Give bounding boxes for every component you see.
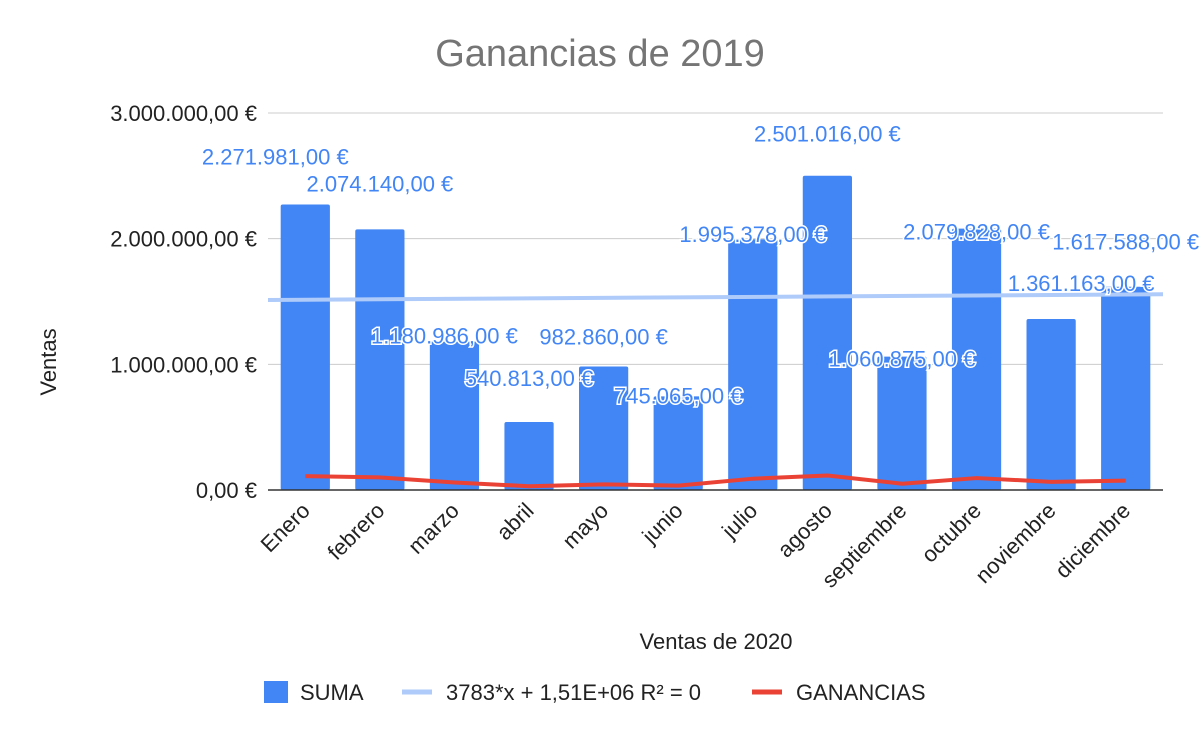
bar-agosto — [802, 175, 852, 490]
data-label-abril: 540.813,00 € — [465, 366, 593, 391]
legend-label-trendline: 3783*x + 1,51E+06 R² = 0 — [446, 680, 701, 705]
data-label-diciembre: 1.617.588,00 € — [1052, 230, 1199, 255]
bar-diciembre — [1101, 286, 1151, 490]
y-tick-label: 0,00 € — [196, 478, 257, 503]
bar-mayo — [579, 366, 629, 490]
bar-septiembre — [877, 356, 927, 490]
data-label-octubre: 2.079.828,00 € — [903, 220, 1050, 245]
y-tick-label: 3.000.000,00 € — [110, 101, 257, 126]
trendline — [267, 292, 1164, 303]
data-label-marzo: 1.180.986,00 € — [371, 324, 518, 349]
legend: SUMA 3783*x + 1,51E+06 R² = 0 GANANCIAS — [264, 680, 926, 705]
data-label-mayo: 982.860,00 € — [539, 324, 667, 349]
trendline-series — [267, 292, 1164, 303]
x-tick-label: octubre — [917, 498, 987, 568]
x-tick-label: marzo — [403, 498, 464, 559]
x-tick-label: junio — [636, 498, 687, 549]
legend-label-suma: SUMA — [300, 680, 364, 705]
data-label-agosto: 2.501.016,00 € — [754, 122, 901, 147]
ganancias-line — [305, 473, 1126, 489]
gridlines — [268, 112, 1163, 365]
bar-marzo — [429, 341, 480, 490]
bar-junio — [653, 396, 703, 490]
y-axis-title: Ventas — [36, 328, 61, 395]
legend-label-ganancias: GANANCIAS — [796, 680, 926, 705]
y-axis-ticks: 0,00 € 1.000.000,00 € 2.000.000,00 € 3.000.… — [110, 101, 257, 503]
y-tick-label: 1.000.000,00 € — [110, 352, 257, 377]
y-tick-label: 2.000.000,00 € — [110, 227, 257, 252]
bar-noviembre — [1026, 318, 1076, 490]
bar-febrero — [355, 229, 405, 491]
x-tick-label: mayo — [557, 498, 613, 554]
x-tick-label: agosto — [773, 498, 837, 562]
bar-abril — [504, 422, 554, 490]
x-tick-label: Enero — [256, 498, 315, 557]
data-label-febrero: 2.074.140,00 € — [306, 171, 453, 196]
x-tick-label: abril — [491, 498, 538, 545]
x-tick-label: noviembre — [970, 498, 1060, 588]
data-label-julio: 1.995.378,00 € — [679, 222, 826, 247]
x-axis-title: Ventas de 2020 — [640, 629, 793, 654]
x-tick-label: febrero — [322, 498, 389, 565]
data-label-junio: 745.065,00 € — [614, 383, 742, 408]
x-axis-ticks: Enero febrero marzo abril mayo junio julio agos… — [256, 498, 1136, 593]
data-labels: 2.271.981,00 €2.074.140,00 € 1.180.986,00… — [200, 120, 1200, 410]
ganancias-series — [305, 473, 1126, 489]
data-label-noviembre: 1.361.163,00 € — [1008, 271, 1155, 296]
bar-julio — [728, 239, 778, 490]
chart-title: Ganancias de 2019 — [435, 33, 765, 75]
legend-swatch-suma — [264, 681, 288, 703]
data-label-enero: 2.271.981,00 € — [202, 144, 349, 169]
x-tick-label: julio — [716, 498, 762, 544]
data-label-septiembre: 1.060.875,00 € — [829, 347, 976, 372]
x-tick-label: diciembre — [1050, 498, 1135, 583]
bar-enero — [280, 204, 330, 490]
